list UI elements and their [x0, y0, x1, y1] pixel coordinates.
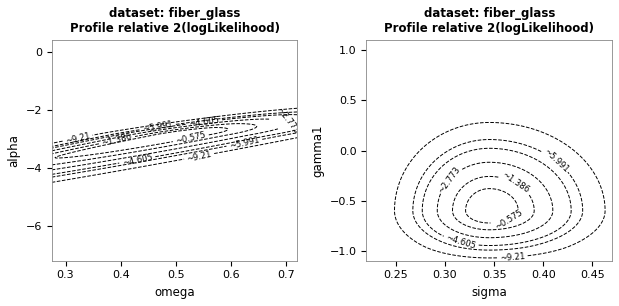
- Text: ~0.575: ~0.575: [175, 131, 207, 146]
- Text: ~9.21: ~9.21: [186, 149, 212, 163]
- Text: ~2.773: ~2.773: [274, 106, 301, 136]
- Text: ~9.21: ~9.21: [64, 131, 91, 145]
- Title: dataset: fiber_glass
Profile relative 2(logLikelihood): dataset: fiber_glass Profile relative 2(…: [384, 7, 594, 35]
- Text: ~2.773: ~2.773: [436, 165, 462, 195]
- Text: ~0.575: ~0.575: [493, 208, 524, 232]
- Text: ~9.21: ~9.21: [500, 252, 526, 263]
- Text: ~4.605: ~4.605: [444, 233, 477, 251]
- Text: ~4.605: ~4.605: [121, 152, 154, 167]
- Y-axis label: alpha: alpha: [7, 134, 20, 167]
- Text: ~5.991: ~5.991: [542, 147, 570, 174]
- Text: ~1.386: ~1.386: [500, 170, 531, 195]
- X-axis label: omega: omega: [154, 286, 195, 299]
- X-axis label: sigma: sigma: [472, 286, 507, 299]
- Text: ~4.605: ~4.605: [188, 115, 220, 129]
- Text: ~1.386: ~1.386: [101, 132, 133, 148]
- Text: ~5.991: ~5.991: [142, 120, 173, 134]
- Title: dataset: fiber_glass
Profile relative 2(logLikelihood): dataset: fiber_glass Profile relative 2(…: [69, 7, 280, 35]
- Text: ~5.991: ~5.991: [228, 135, 261, 151]
- Y-axis label: gamma1: gamma1: [311, 124, 324, 177]
